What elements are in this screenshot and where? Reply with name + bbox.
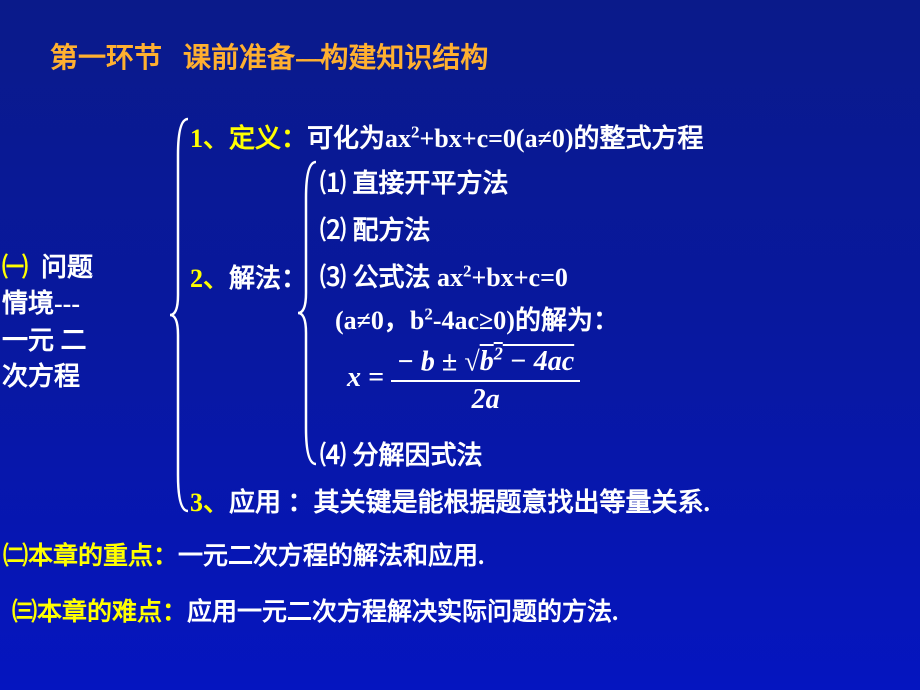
def-post: 的整式方程 [574,124,704,153]
rad-sup: 2 [494,344,503,364]
title-part3: 构建知识结构 [320,43,488,74]
formula-denom: 2a [391,382,580,414]
formula-x: x [347,362,361,393]
method-4: ⑷ 分解因式法 [320,435,483,472]
rad-b: b [480,346,494,377]
def-eq2: +bx+c=0(a≠0) [419,124,573,153]
side-num: ㈠ [2,253,28,282]
side-l2: 情境--- [2,289,80,318]
m3b-pre: (a≠0，b [335,306,424,335]
m3-eq1: ax [437,263,463,292]
title-dashes: ---- [295,43,320,74]
methods-label: 2、解法： [190,258,307,295]
apply-num: 3、 [190,488,229,517]
difficulty-text: 应用一元二次方程解决实际问题的方法. [187,599,618,626]
def-pre: 可化为 [307,124,385,153]
keypoint-lead: ㈡本章的重点： [3,543,178,570]
method-2: ⑵ 配方法 [320,210,431,247]
keypoint-line: ㈡本章的重点：一元二次方程的解法和应用. [3,536,484,572]
formula-negb: − b ± [397,346,464,377]
formula-numerator: − b ± √b2 − 4ac [391,345,580,382]
difficulty-line: ㈢本章的难点：应用一元二次方程解决实际问题的方法. [12,592,618,628]
formula-fraction: − b ± √b2 − 4ac 2a [391,345,580,414]
formula-radicand: b2 − 4ac [480,344,575,377]
rad-rest: − 4ac [503,346,574,377]
side-context: ㈠ 问题 情境--- 一元 二 次方程 [2,250,172,396]
apply-text: 其关键是能根据题意找出等量关系. [314,488,711,517]
sqrt-icon: √ [464,346,479,377]
method-3: ⑶ 公式法 ax2+bx+c=0 [320,257,568,294]
apply-label: 应用 ： [229,488,314,517]
method-3-cond: (a≠0，b2-4ac≥0)的解为： [335,300,619,337]
quadratic-formula: x = − b ± √b2 − 4ac 2a [347,345,580,414]
side-l1: 问题 [41,253,93,282]
method-1: ⑴ 直接开平方法 [320,163,509,200]
side-l3: 一元 二 [2,326,87,355]
definition-line: 1、定义：可化为ax2+bx+c=0(a≠0)的整式方程 [190,118,704,155]
title-part2: 课前准备 [183,43,295,74]
m3b-post: -4ac≥0) [433,306,515,335]
application-line: 3、应用 ：其关键是能根据题意找出等量关系. [190,482,710,519]
m3-eq2: +bx+c=0 [471,263,567,292]
methods-text: 解法： [229,264,307,293]
formula-eq: = [361,362,391,393]
inner-brace [296,158,320,468]
m3-pre: ⑶ 公式法 [320,263,437,292]
m3b-tail: 的解为： [515,306,619,335]
section-title: 第一环节 课前准备----构建知识结构 [50,36,488,76]
def-eq: ax [385,124,411,153]
def-num: 1、定义： [190,124,307,153]
side-l4: 次方程 [2,362,80,391]
m3b-sup: 2 [424,304,432,323]
title-part1: 第一环节 [50,43,162,74]
difficulty-lead: ㈢本章的难点： [12,599,187,626]
methods-num: 2、 [190,264,229,293]
keypoint-text: 一元二次方程的解法和应用. [178,543,484,570]
